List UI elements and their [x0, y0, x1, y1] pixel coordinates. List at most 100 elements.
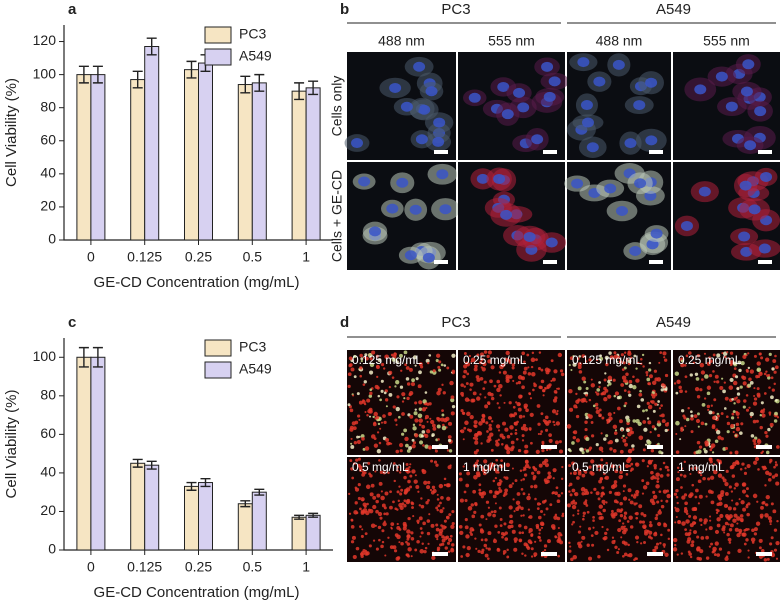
- nucleus: [698, 186, 711, 197]
- cell: [561, 465, 564, 469]
- cell: [480, 550, 484, 555]
- cell: [645, 370, 649, 375]
- cell: [734, 527, 739, 532]
- cell: [364, 411, 367, 414]
- cell: [643, 513, 647, 518]
- cell: [647, 420, 652, 425]
- cell: [401, 392, 406, 397]
- cell: [561, 514, 565, 518]
- cell: [725, 469, 729, 473]
- cell: [768, 386, 771, 389]
- cell: [627, 350, 631, 354]
- cell: [522, 477, 526, 481]
- cell: [572, 362, 577, 367]
- cell: [688, 531, 692, 536]
- scale-bar: [756, 445, 772, 449]
- cell: [770, 502, 774, 506]
- nucleus: [513, 87, 526, 98]
- cell: [378, 481, 383, 486]
- cell: [649, 520, 652, 524]
- cell: [639, 520, 643, 524]
- cell: [553, 369, 558, 374]
- cell: [647, 404, 653, 410]
- nucleus: [386, 203, 399, 214]
- cell: [710, 542, 714, 546]
- cell: [757, 468, 760, 471]
- nucleus: [715, 71, 728, 82]
- cell: [518, 531, 522, 535]
- cell: [399, 443, 404, 448]
- cell: [350, 445, 355, 449]
- cell: [697, 425, 700, 428]
- cell: [411, 506, 414, 510]
- cell: [512, 498, 515, 501]
- cell: [760, 409, 764, 412]
- cell: [598, 408, 602, 412]
- nucleus: [432, 136, 445, 147]
- cell: [483, 543, 488, 548]
- cell: [632, 375, 635, 379]
- cell: [685, 519, 690, 524]
- cell: [660, 388, 664, 392]
- cell: [637, 361, 640, 365]
- cell: [385, 437, 390, 442]
- cell: [484, 396, 487, 399]
- cell: [755, 521, 761, 526]
- scale-bar: [647, 445, 663, 449]
- cell: [627, 456, 632, 462]
- cell: [700, 370, 706, 375]
- legend-swatch: [204, 48, 232, 66]
- cell: [680, 426, 684, 430]
- cell: [742, 405, 746, 409]
- cell: [624, 379, 628, 384]
- cell: [406, 542, 411, 546]
- cell: [360, 359, 363, 363]
- cell: [557, 352, 563, 358]
- nucleus: [586, 142, 599, 153]
- cell: [635, 516, 639, 520]
- cell: [478, 483, 482, 487]
- cell: [411, 438, 415, 442]
- cell: [420, 504, 425, 509]
- nucleus: [517, 102, 530, 113]
- cell: [622, 496, 628, 501]
- cell: [763, 558, 768, 562]
- cell: [625, 436, 628, 439]
- cell: [447, 550, 451, 553]
- cell: [724, 492, 729, 496]
- cell: [666, 468, 670, 472]
- nucleus: [580, 100, 593, 111]
- cell: [428, 354, 432, 357]
- cell: [437, 365, 441, 369]
- cell: [659, 542, 662, 545]
- cell: [476, 459, 480, 463]
- cell: [625, 372, 629, 377]
- cell: [349, 408, 354, 413]
- cell: [353, 510, 358, 515]
- cell: [491, 420, 494, 423]
- cell: [435, 506, 439, 510]
- cell: [358, 400, 363, 405]
- cell: [382, 521, 387, 527]
- cell: [505, 378, 510, 384]
- cell: [759, 413, 762, 417]
- cell: [551, 492, 554, 495]
- cell: [577, 509, 580, 512]
- cell: [643, 540, 647, 544]
- cell: [511, 482, 515, 485]
- cell: [369, 357, 373, 361]
- cell: [764, 484, 767, 487]
- cell: [613, 394, 617, 398]
- cell: [481, 491, 487, 496]
- cell: [673, 382, 677, 385]
- cell: [488, 489, 493, 494]
- cell: [601, 392, 604, 395]
- nucleus: [577, 57, 590, 68]
- cell: [535, 358, 538, 362]
- cell: [555, 412, 559, 416]
- cell: [380, 379, 384, 383]
- cell: [501, 535, 504, 539]
- cell: [590, 491, 593, 494]
- cell: [465, 362, 471, 367]
- cell: [570, 369, 573, 372]
